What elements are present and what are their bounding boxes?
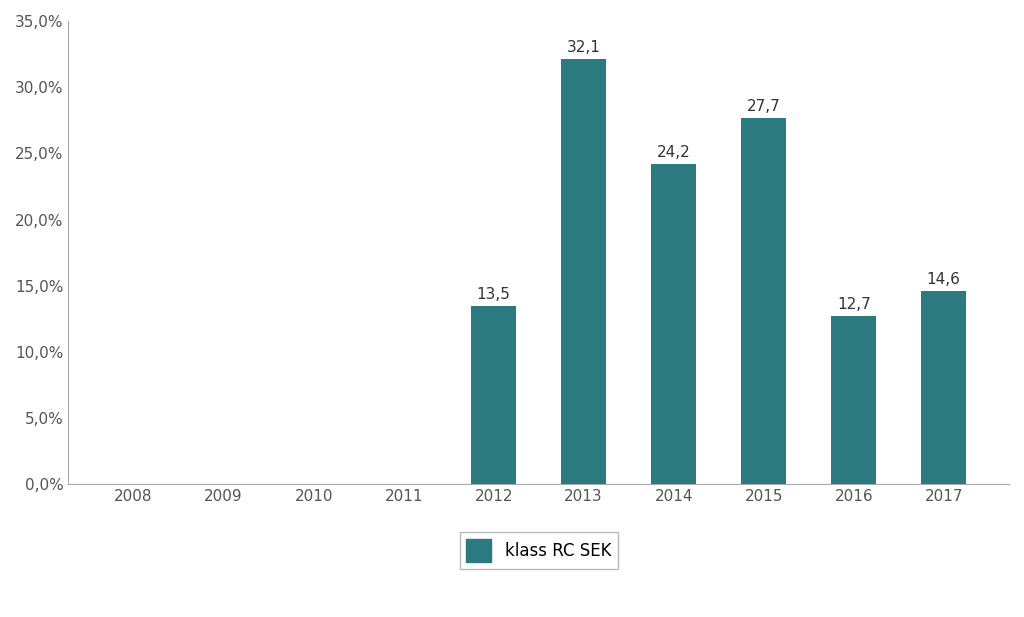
Text: 27,7: 27,7 (746, 99, 780, 114)
Text: 14,6: 14,6 (927, 272, 961, 287)
Text: 12,7: 12,7 (837, 297, 870, 312)
Bar (741, 118, 786, 484)
Bar (561, 59, 606, 484)
Legend: klass RC SEK: klass RC SEK (460, 532, 617, 569)
Text: 24,2: 24,2 (656, 145, 690, 160)
Text: 32,1: 32,1 (566, 41, 601, 56)
Bar (471, 305, 516, 484)
Bar (651, 164, 696, 484)
Bar (831, 317, 877, 484)
Bar (922, 291, 967, 484)
Text: 13,5: 13,5 (477, 287, 511, 302)
